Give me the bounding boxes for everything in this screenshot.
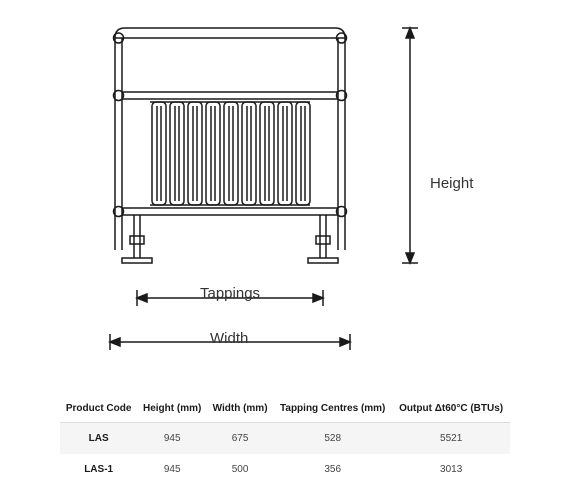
height-label: Height [430,175,473,192]
col-product-code: Product Code [60,395,137,423]
col-tapping: Tapping Centres (mm) [273,395,392,423]
cell-height: 945 [137,423,207,455]
table-row: LAS 945 675 528 5521 [60,423,510,455]
cell-tapping: 356 [273,454,392,485]
cell-output: 3013 [392,454,510,485]
tappings-label: Tappings [200,285,260,302]
spec-table: Product Code Height (mm) Width (mm) Tapp… [60,395,510,485]
col-height: Height (mm) [137,395,207,423]
col-output: Output Δt60°C (BTUs) [392,395,510,423]
cell-width: 675 [207,423,273,455]
col-width: Width (mm) [207,395,273,423]
cell-height: 945 [137,454,207,485]
radiator-drawing [80,20,490,370]
cell-code: LAS-1 [60,454,137,485]
table-row: LAS-1 945 500 356 3013 [60,454,510,485]
width-label: Width [210,330,248,347]
cell-output: 5521 [392,423,510,455]
cell-code: LAS [60,423,137,455]
cell-tapping: 528 [273,423,392,455]
technical-diagram: Height Tappings Width [80,20,490,370]
cell-width: 500 [207,454,273,485]
table-header-row: Product Code Height (mm) Width (mm) Tapp… [60,395,510,423]
